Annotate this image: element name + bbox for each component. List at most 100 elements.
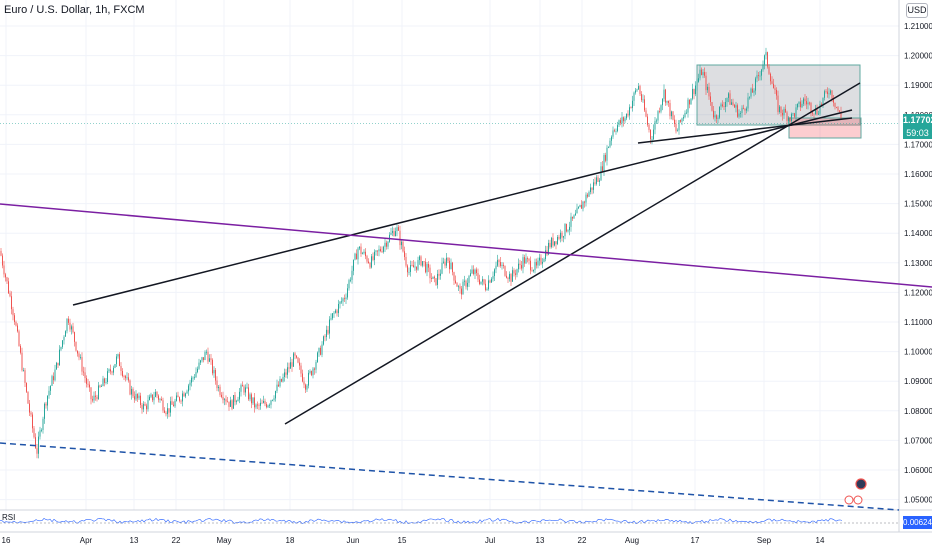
candle-body (489, 280, 491, 283)
candle-body (810, 102, 812, 113)
candle-body (576, 208, 578, 214)
candle-body (71, 326, 72, 330)
candle-body (650, 129, 651, 140)
candle-body (185, 393, 186, 397)
candle-body (146, 405, 147, 410)
candle-body (398, 227, 399, 231)
x-tick-label: Apr (80, 536, 93, 545)
candle-body (395, 231, 396, 236)
candle-body (701, 69, 702, 75)
candle-body (602, 166, 603, 172)
candle-body (239, 391, 240, 400)
candle-body (251, 394, 252, 404)
candle-body (215, 369, 216, 381)
candle-body (575, 213, 576, 216)
candle-body (648, 124, 650, 130)
trend-line (637, 117, 853, 144)
candle-body (591, 187, 593, 190)
candle-body (525, 258, 527, 264)
candle-body (566, 223, 567, 232)
candle-body (72, 326, 74, 333)
candle-body (819, 104, 821, 114)
candle-body (539, 257, 540, 261)
candle-body (30, 412, 32, 415)
candle-body (335, 310, 336, 313)
candle-body (249, 394, 251, 400)
candle-body (687, 99, 689, 113)
candle-body (15, 321, 17, 326)
currency-selector[interactable]: USD (906, 3, 928, 18)
candle-body (57, 362, 59, 366)
candle-body (725, 101, 726, 108)
candle-body (563, 236, 564, 238)
candle-body (480, 281, 482, 284)
candle-body (581, 204, 582, 209)
candle-body (542, 261, 543, 264)
candle-body (125, 376, 126, 379)
x-tick-label: 18 (286, 536, 295, 545)
candle-body (153, 397, 155, 401)
candle-body (147, 400, 149, 410)
candle-body (345, 297, 347, 300)
candle-body (95, 395, 96, 397)
candle-body (740, 112, 741, 114)
candle-body (255, 404, 257, 408)
candle-body (584, 201, 585, 203)
candle-body (339, 301, 341, 304)
candle-body (548, 242, 549, 255)
candle-body (633, 92, 635, 101)
candle-body (390, 232, 392, 235)
candle-body (158, 395, 159, 400)
candle-body (516, 269, 518, 275)
candle-body (627, 113, 629, 116)
candle-body (825, 91, 827, 93)
candle-body (771, 81, 773, 84)
candle-body (560, 232, 561, 239)
y-tick-label: 1.19000 (904, 81, 932, 90)
candle-body (200, 360, 201, 363)
candle-body (366, 256, 368, 262)
candle-body (675, 124, 677, 132)
candle-body (603, 155, 605, 172)
event-marker-icon (855, 478, 867, 490)
candle-body (710, 96, 711, 103)
candle-body (365, 251, 366, 257)
candle-body (821, 104, 822, 105)
candle-body (297, 357, 299, 363)
candle-body (551, 237, 552, 248)
candle-body (690, 98, 692, 105)
candle-body (543, 259, 545, 262)
candle-body (417, 260, 419, 270)
candle-body (299, 362, 300, 366)
candle-body (749, 96, 750, 98)
candle-body (176, 395, 177, 401)
candle-body (245, 387, 246, 393)
candle-body (711, 102, 713, 111)
candle-body (693, 88, 695, 95)
candle-body (653, 129, 654, 140)
candle-body (486, 289, 488, 291)
current-price-label: 1.17702 (903, 114, 932, 127)
candles (0, 47, 842, 459)
candle-body (143, 403, 144, 410)
candle-body (743, 107, 744, 109)
candle-body (300, 365, 302, 374)
candle-body (485, 283, 486, 291)
candle-body (815, 108, 816, 114)
candle-body (281, 378, 282, 382)
candle-body (396, 227, 398, 232)
candle-body (446, 257, 447, 266)
candle-body (233, 395, 234, 409)
candle-body (173, 404, 174, 407)
candle-body (713, 110, 714, 118)
candle-body (315, 362, 317, 370)
candle-body (741, 107, 743, 113)
candle-body (50, 385, 51, 391)
candle-body (330, 318, 332, 320)
candle-body (276, 384, 278, 392)
candle-body (569, 226, 570, 231)
candle-body (243, 386, 245, 393)
candle-body (662, 98, 663, 106)
candle-body (402, 241, 404, 252)
